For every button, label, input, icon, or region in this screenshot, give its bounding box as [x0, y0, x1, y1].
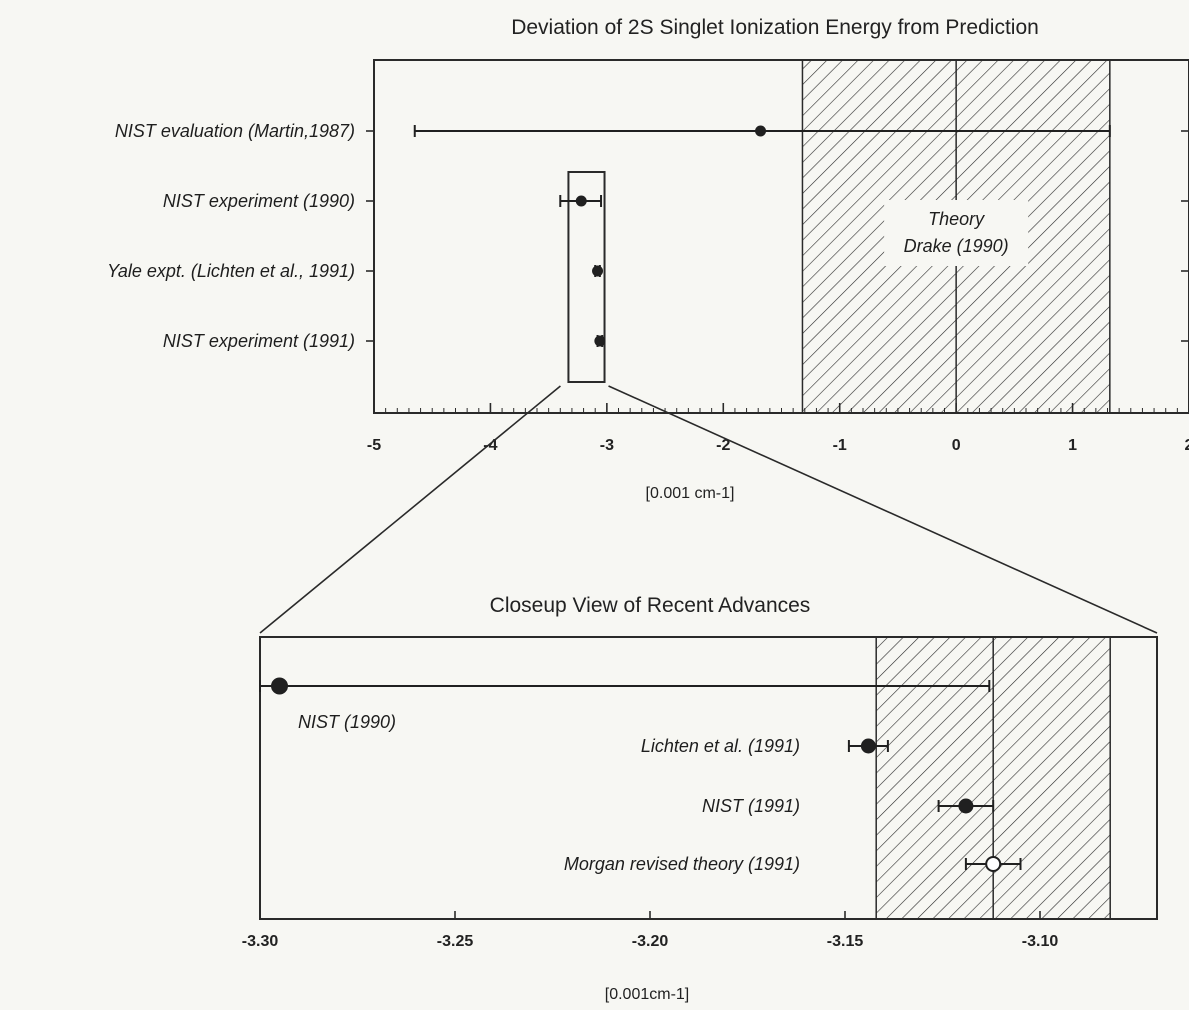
- theory-label-line-1: Theory: [928, 209, 985, 229]
- closeup-tick-label: -3.20: [632, 933, 669, 950]
- main-chart-x-axis-label: [0.001 cm-1]: [646, 485, 735, 502]
- closeup-chart-band: [875, 636, 1111, 920]
- main-tick-label: 1: [1068, 437, 1077, 454]
- closeup-point-label: Morgan revised theory (1991): [564, 854, 800, 874]
- closeup-tick-label: -3.15: [827, 933, 864, 950]
- main-chart-tick-labels: -5 -4 -3 -2 -1 0 1 2: [367, 437, 1189, 454]
- zoom-box: [567, 171, 606, 383]
- main-chart-band: Theory Drake (1990): [801, 59, 1111, 414]
- main-tick-label: -1: [833, 437, 847, 454]
- main-point-row: NIST experiment (1991): [163, 331, 606, 351]
- theory-label-background: [884, 200, 1029, 266]
- closeup-point-label: Lichten et al. (1991): [641, 736, 800, 756]
- closeup-data-point: [958, 798, 974, 814]
- main-tick-label: 2: [1185, 437, 1189, 454]
- theory-label-line-2: Drake (1990): [904, 236, 1009, 256]
- closeup-point-row: Morgan revised theory (1991): [564, 854, 1022, 874]
- main-tick-label: 0: [952, 437, 961, 454]
- main-point-row: Yale expt. (Lichten et al., 1991): [107, 261, 604, 281]
- zoom-connector-right: [608, 385, 1158, 634]
- main-point-label: NIST experiment (1991): [163, 331, 355, 351]
- closeup-data-point: [860, 738, 876, 754]
- main-point-label: NIST experiment (1990): [163, 191, 355, 211]
- closeup-data-point: [271, 677, 288, 695]
- closeup-chart-ticks: [259, 911, 1041, 919]
- closeup-point-row: NIST (1990): [259, 677, 991, 732]
- closeup-chart-frame: [259, 636, 1158, 920]
- main-tick-label: -5: [367, 437, 381, 454]
- main-chart-ticks: [373, 403, 1189, 413]
- main-point-row: NIST evaluation (Martin,1987): [115, 121, 1111, 141]
- closeup-point-label: NIST (1991): [702, 796, 800, 816]
- closeup-point-label: NIST (1990): [298, 712, 396, 732]
- closeup-tick-label: -3.25: [437, 933, 474, 950]
- main-data-point: [592, 265, 604, 277]
- closeup-point-row: Lichten et al. (1991): [641, 736, 889, 756]
- closeup-tick-label: -3.30: [242, 933, 279, 950]
- closeup-data-point: [985, 856, 1002, 872]
- main-data-point: [755, 125, 767, 137]
- main-chart-right-ticks: [366, 130, 1189, 342]
- main-point-row: NIST experiment (1990): [163, 191, 603, 211]
- closeup-chart: Closeup View of Recent Advances -3.30 -3…: [242, 594, 1158, 1003]
- closeup-point-row: NIST (1991): [702, 796, 995, 816]
- main-data-point: [594, 335, 606, 347]
- main-tick-label: -2: [716, 437, 730, 454]
- main-chart: Deviation of 2S Singlet Ionization Energ…: [107, 16, 1189, 502]
- main-chart-title: Deviation of 2S Singlet Ionization Energ…: [511, 16, 1039, 39]
- main-chart-points: NIST evaluation (Martin,1987) NIST exper…: [107, 121, 1111, 351]
- zoom-connector-left: [259, 385, 561, 634]
- main-data-point: [575, 195, 587, 207]
- closeup-chart-x-axis-label: [0.001cm-1]: [605, 986, 689, 1003]
- main-point-label: Yale expt. (Lichten et al., 1991): [107, 261, 355, 281]
- closeup-tick-label: -3.10: [1022, 933, 1059, 950]
- closeup-chart-tick-labels: -3.30 -3.25 -3.20 -3.15 -3.10: [242, 933, 1059, 950]
- main-tick-label: -3: [600, 437, 614, 454]
- closeup-chart-points: NIST (1990) Lichten et al. (1991) NIST (…: [259, 677, 1022, 874]
- main-point-label: NIST evaluation (Martin,1987): [115, 121, 355, 141]
- closeup-chart-title: Closeup View of Recent Advances: [490, 594, 811, 617]
